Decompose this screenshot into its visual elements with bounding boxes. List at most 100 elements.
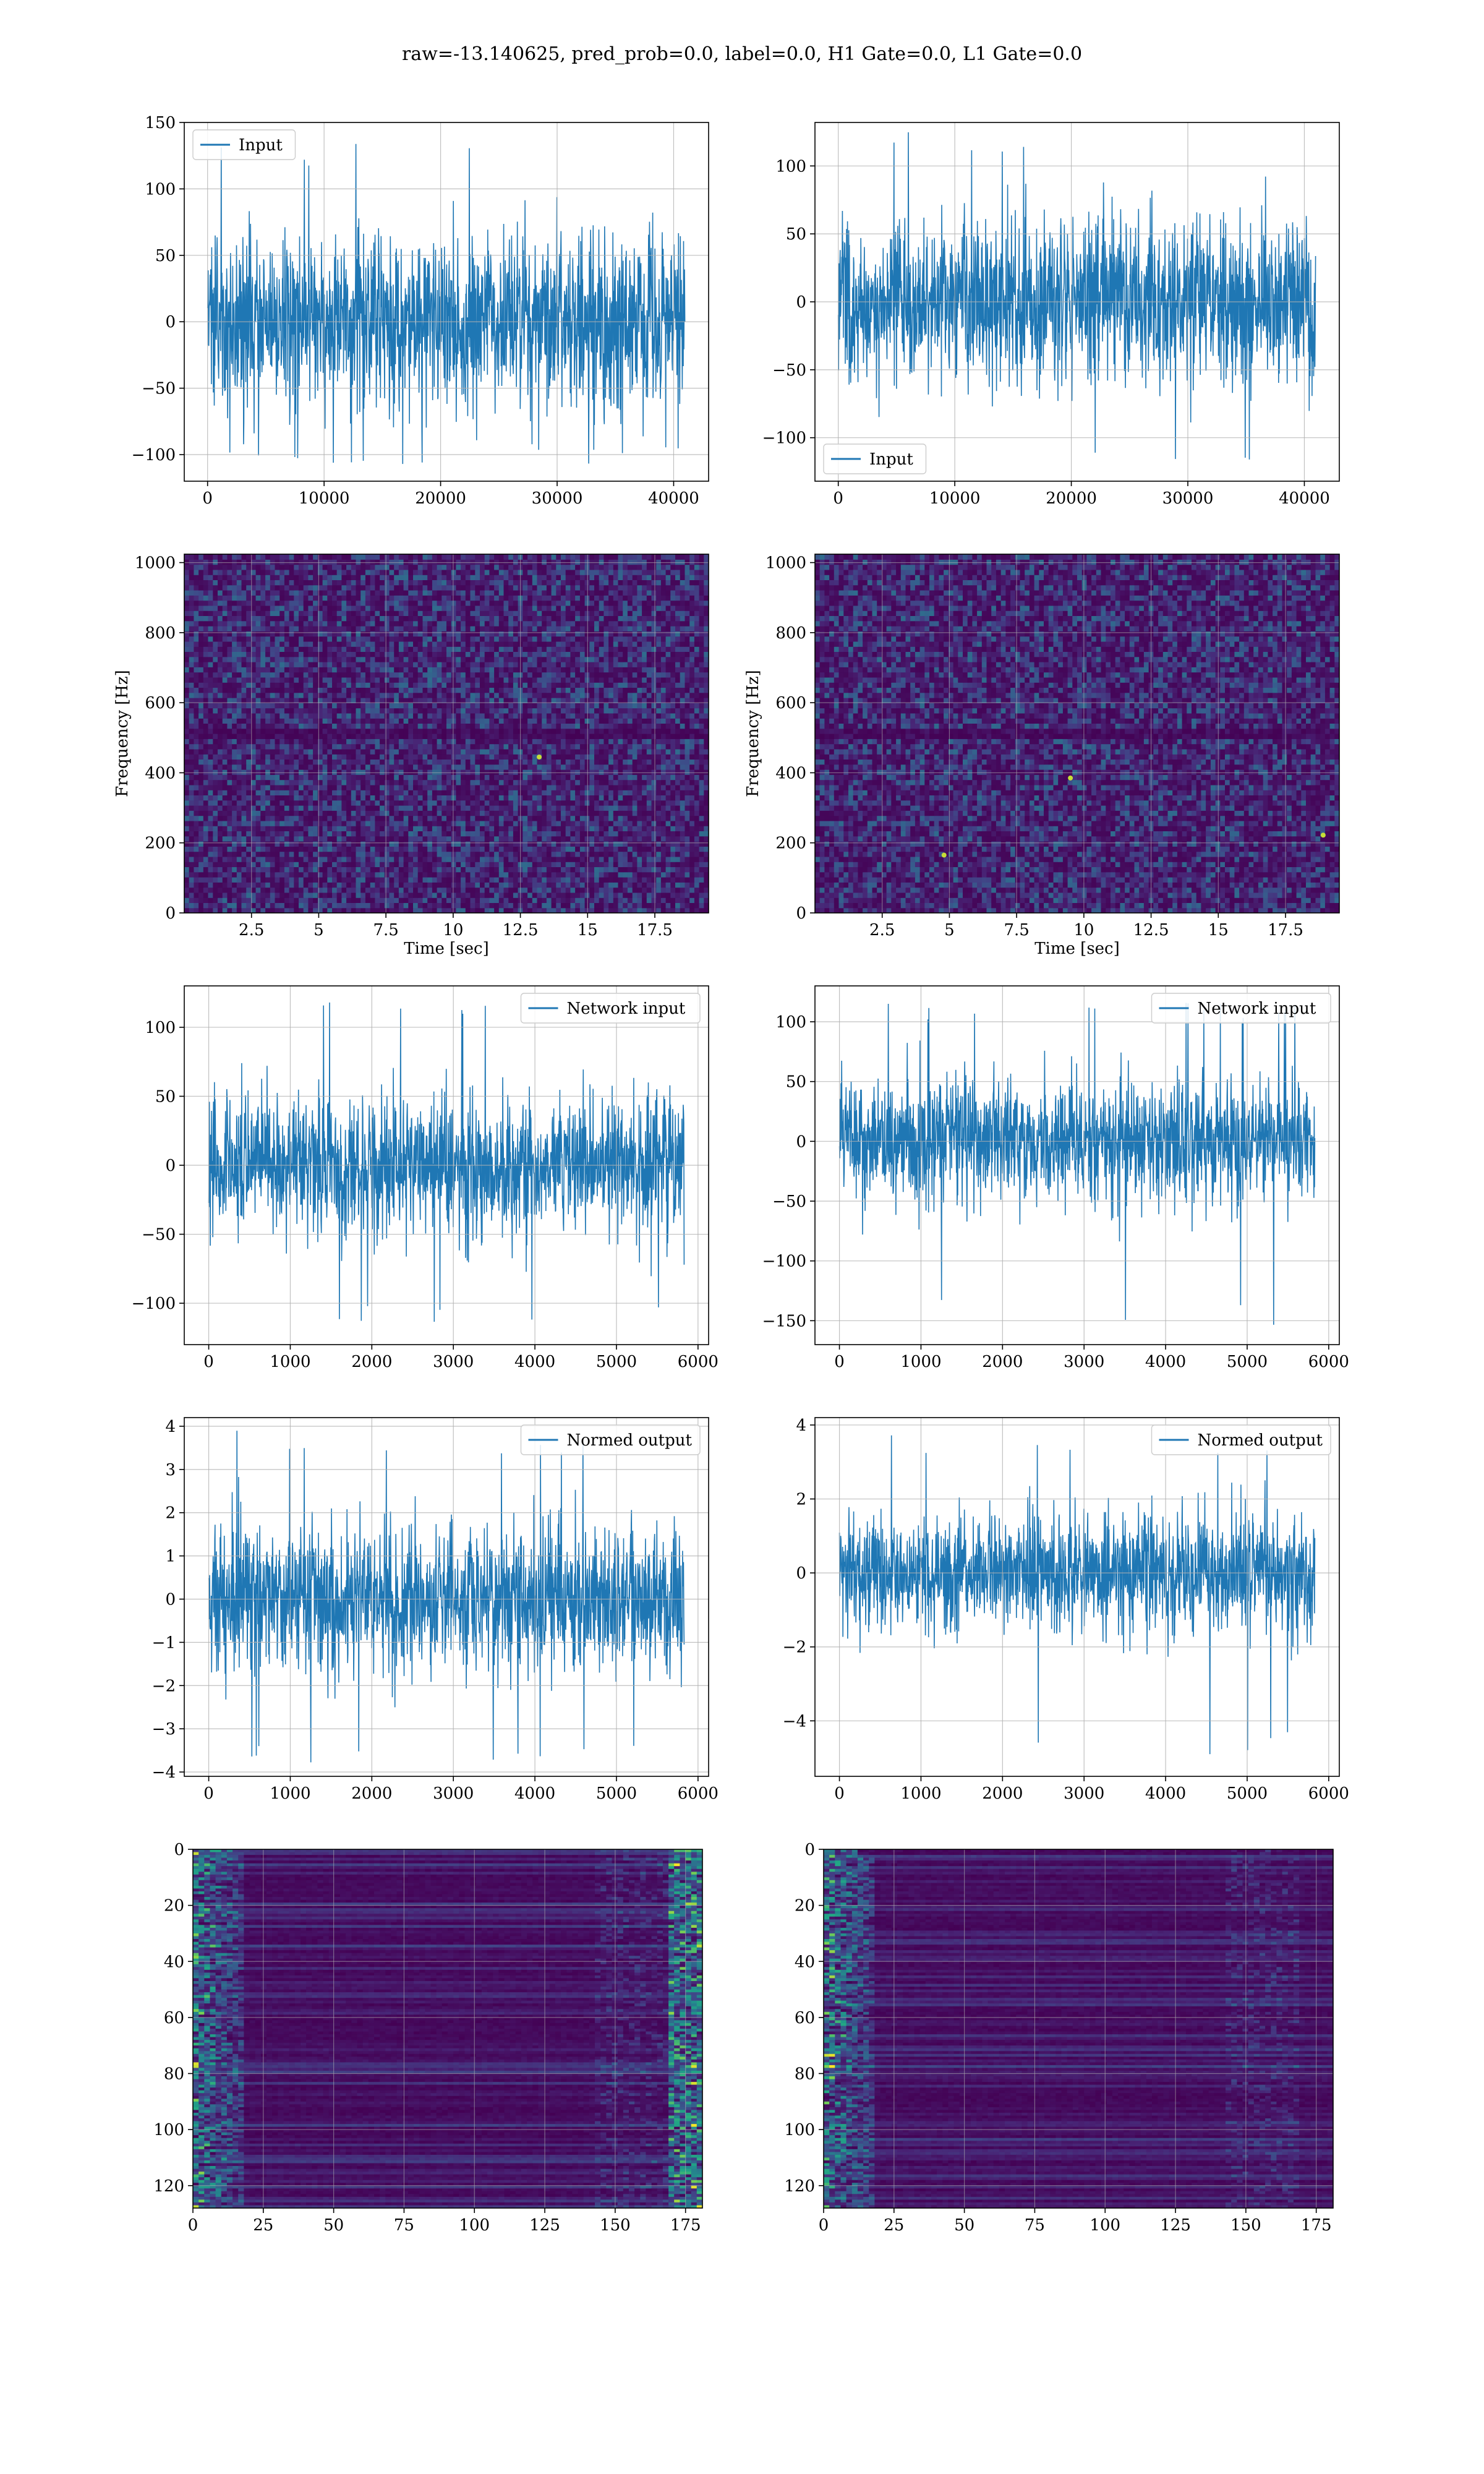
heatmap-cell bbox=[556, 743, 561, 750]
heatmap-cell bbox=[694, 708, 700, 714]
heatmap-cell bbox=[255, 774, 261, 781]
heatmap-cell bbox=[394, 862, 399, 867]
heatmap-cell bbox=[289, 887, 294, 893]
heatmap-cell bbox=[203, 779, 209, 785]
heatmap-cell bbox=[451, 774, 456, 781]
heatmap-cell bbox=[417, 836, 423, 842]
heatmap-cell bbox=[356, 820, 361, 826]
heatmap-cell bbox=[456, 718, 461, 724]
heatmap-cell bbox=[527, 708, 533, 714]
heatmap-cell bbox=[599, 718, 604, 724]
heatmap-cell bbox=[561, 728, 566, 734]
heatmap-cell bbox=[508, 790, 514, 795]
heatmap-cell bbox=[498, 892, 505, 898]
heatmap-cell bbox=[608, 734, 614, 739]
heatmap-cell bbox=[508, 779, 514, 785]
heatmap-cell bbox=[384, 856, 390, 862]
heatmap-cell bbox=[227, 734, 232, 739]
heatmap-cell bbox=[689, 871, 695, 878]
heatmap-cell bbox=[265, 862, 271, 867]
heatmap-cell bbox=[332, 723, 338, 729]
heatmap-cell bbox=[198, 723, 204, 729]
heatmap-cell bbox=[260, 687, 266, 693]
heatmap-cell bbox=[213, 867, 218, 873]
heatmap-cell bbox=[470, 708, 475, 714]
heatmap-cell bbox=[570, 779, 576, 785]
heatmap-cell bbox=[503, 708, 509, 714]
heatmap-cell bbox=[646, 882, 652, 888]
heatmap-cell bbox=[594, 820, 600, 826]
heatmap-cell bbox=[184, 682, 190, 688]
heatmap-cell bbox=[299, 826, 304, 831]
heatmap-cell bbox=[608, 743, 614, 750]
heatmap-cell bbox=[427, 687, 433, 693]
heatmap-cell bbox=[203, 692, 209, 698]
heatmap-cell bbox=[246, 882, 252, 888]
heatmap-cell bbox=[441, 826, 447, 831]
heatmap-cell bbox=[480, 800, 485, 806]
heatmap-cell bbox=[279, 703, 285, 709]
heatmap-cell bbox=[437, 784, 442, 790]
heatmap-cell bbox=[527, 851, 533, 857]
heatmap-cell bbox=[660, 882, 667, 888]
heatmap-cell bbox=[394, 728, 399, 734]
heatmap-cell bbox=[699, 713, 704, 719]
heatmap-cell bbox=[260, 815, 266, 821]
heatmap-cell bbox=[689, 769, 695, 775]
heatmap-cell bbox=[289, 687, 294, 693]
heatmap-cell bbox=[575, 774, 581, 781]
heatmap-cell bbox=[432, 703, 438, 709]
heatmap-cell bbox=[327, 698, 333, 703]
heatmap-cell bbox=[370, 820, 375, 826]
heatmap-cell bbox=[675, 759, 681, 765]
heatmap-cell bbox=[384, 784, 390, 790]
heatmap-cell bbox=[646, 862, 652, 867]
heatmap-cell bbox=[284, 805, 290, 811]
heatmap-cell bbox=[356, 810, 361, 816]
heatmap-cell bbox=[218, 718, 223, 724]
heatmap-cell bbox=[537, 877, 542, 883]
heatmap-cell bbox=[279, 902, 285, 909]
heatmap-cell bbox=[351, 877, 357, 883]
heatmap-cell bbox=[689, 754, 695, 760]
heatmap-cell bbox=[270, 815, 276, 821]
heatmap-cell bbox=[189, 743, 194, 750]
heatmap-cell bbox=[370, 703, 375, 709]
heatmap-cell bbox=[446, 810, 452, 816]
heatmap-cell bbox=[427, 851, 433, 857]
heatmap-cell bbox=[680, 708, 685, 714]
heatmap-cell bbox=[427, 820, 433, 826]
heatmap-cell bbox=[398, 784, 404, 790]
heatmap-cell bbox=[208, 846, 213, 852]
heatmap-cell bbox=[184, 743, 190, 750]
heatmap-cell bbox=[313, 764, 318, 770]
heatmap-cell bbox=[398, 743, 404, 750]
heatmap-cell bbox=[642, 877, 647, 883]
heatmap-cell bbox=[284, 759, 290, 765]
heatmap-cell bbox=[408, 887, 414, 893]
heatmap-cell bbox=[470, 907, 475, 913]
heatmap-cell bbox=[603, 841, 609, 847]
heatmap-cell bbox=[417, 774, 423, 781]
heatmap-cell bbox=[627, 713, 633, 719]
heatmap-cell bbox=[656, 779, 662, 785]
heatmap-cell bbox=[665, 846, 671, 852]
heatmap-cell bbox=[475, 713, 480, 719]
heatmap-cell bbox=[651, 698, 657, 703]
heatmap-cell bbox=[317, 708, 323, 714]
heatmap-cell bbox=[236, 897, 242, 903]
heatmap-cell bbox=[532, 846, 538, 852]
heatmap-cell bbox=[198, 790, 204, 795]
heatmap-cell bbox=[660, 723, 667, 729]
heatmap-cell bbox=[380, 867, 385, 873]
heatmap-cell bbox=[699, 810, 704, 816]
heatmap-cell bbox=[599, 713, 604, 719]
heatmap-cell bbox=[356, 779, 361, 785]
heatmap-cell bbox=[322, 734, 328, 739]
heatmap-cell bbox=[184, 815, 190, 821]
heatmap-cell bbox=[532, 882, 538, 888]
heatmap-cell bbox=[384, 790, 390, 795]
heatmap-cell bbox=[299, 703, 304, 709]
heatmap-cell bbox=[680, 738, 685, 745]
heatmap-cell bbox=[360, 718, 366, 724]
